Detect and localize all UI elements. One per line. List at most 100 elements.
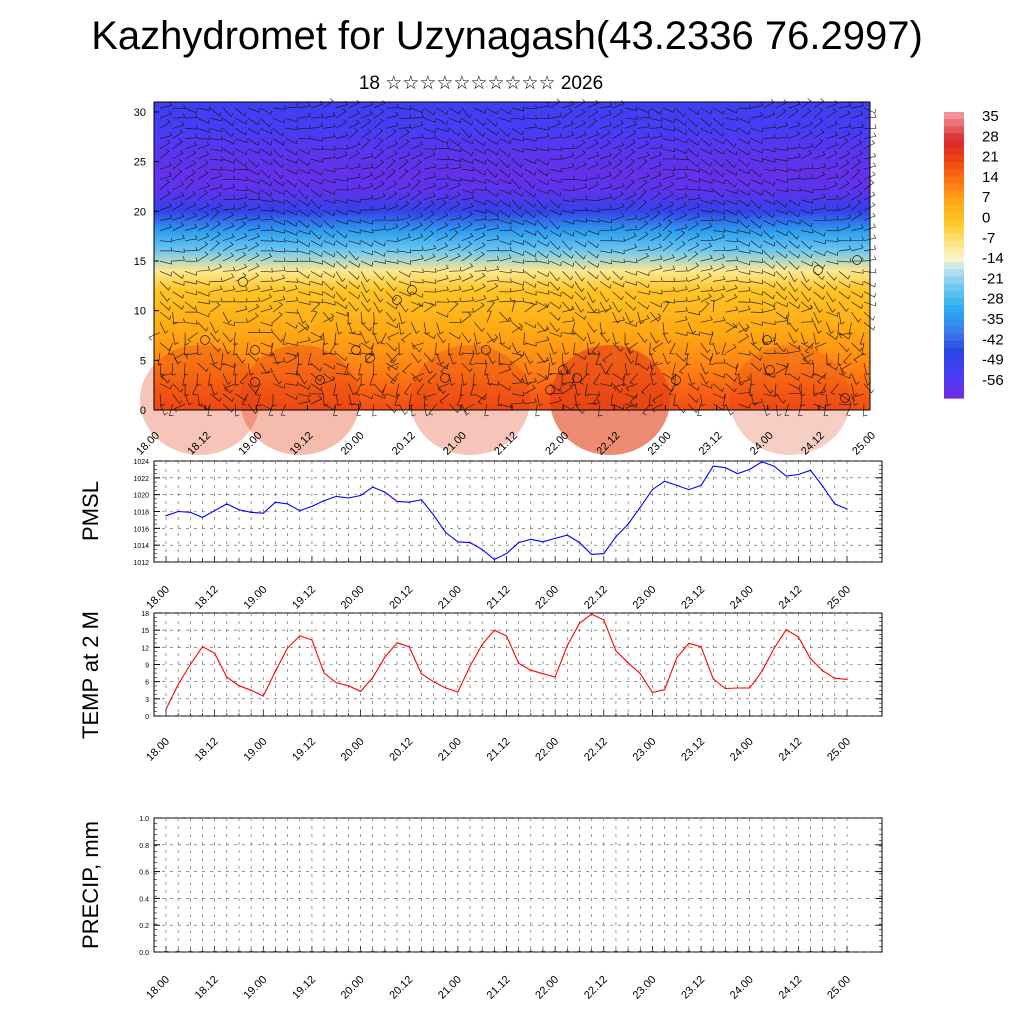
wind-barb xyxy=(159,101,173,109)
wind-barb xyxy=(298,291,311,296)
wind-barb xyxy=(763,403,771,417)
wind-barb xyxy=(763,110,776,119)
wind-barb xyxy=(700,107,713,115)
wind-barb xyxy=(738,260,751,266)
x-tick-label: 22.00 xyxy=(533,584,561,612)
wind-barb xyxy=(612,190,624,201)
wind-barb xyxy=(574,291,586,301)
wind-barbs xyxy=(148,98,877,417)
x-tick-label: 24.00 xyxy=(728,584,756,612)
wind-barb xyxy=(763,301,776,307)
wind-barb xyxy=(423,172,437,180)
colorbar-segment xyxy=(944,233,964,242)
wind-barb xyxy=(800,150,813,160)
wind-barb xyxy=(587,161,599,170)
wind-barb xyxy=(247,203,261,211)
wind-barb xyxy=(223,383,236,392)
wind-barb xyxy=(801,360,814,365)
wind-barb xyxy=(712,383,725,393)
colorbar-segment xyxy=(944,362,964,370)
wind-barb xyxy=(159,202,172,211)
x-tick-label: 23.00 xyxy=(631,736,659,764)
wind-barb xyxy=(310,230,322,240)
wind-barb xyxy=(348,373,360,382)
wind-barb xyxy=(549,271,560,282)
wind-barb xyxy=(335,163,349,170)
y-tick-label: 1014 xyxy=(133,543,149,550)
wind-barb xyxy=(562,209,575,214)
wind-barb xyxy=(800,373,814,379)
wind-barb xyxy=(725,199,738,205)
wind-barb xyxy=(260,246,274,252)
wind-barb xyxy=(197,128,210,133)
wind-barb xyxy=(168,403,174,416)
wind-barb xyxy=(373,291,384,303)
wind-barb xyxy=(436,107,449,115)
wind-barb xyxy=(222,117,235,126)
wind-barb xyxy=(537,125,550,131)
wind-barb xyxy=(813,185,827,191)
x-tick-label: 25.00 xyxy=(825,736,853,764)
wind-barb xyxy=(361,206,374,211)
wind-barb xyxy=(725,383,737,393)
precip-bar xyxy=(662,951,667,952)
x-tick-label: 24.00 xyxy=(728,974,756,1002)
wind-barb xyxy=(738,278,751,283)
heatmap-field xyxy=(154,102,870,410)
wind-barb xyxy=(386,103,399,109)
precip-bar xyxy=(261,951,266,952)
wind-barb xyxy=(675,184,688,191)
wind-barb xyxy=(474,117,486,126)
wind-barb xyxy=(448,191,461,201)
wind-barb xyxy=(197,251,209,262)
wind-barb xyxy=(637,245,651,252)
wind-barb xyxy=(537,336,550,344)
wind-barb xyxy=(574,271,585,282)
wind-barb xyxy=(863,201,876,211)
wind-barb xyxy=(210,209,220,221)
colorbar-label: -28 xyxy=(982,291,1004,308)
wind-barb xyxy=(386,223,399,231)
wind-barb xyxy=(184,383,189,397)
wind-barb xyxy=(159,179,170,190)
wind-barb xyxy=(627,342,638,353)
wind-barb xyxy=(587,309,600,314)
wind-barb xyxy=(285,189,297,199)
wind-barb xyxy=(662,298,676,304)
wind-barb xyxy=(562,162,575,170)
wind-barb xyxy=(423,107,436,116)
x-tick-label: 24.12 xyxy=(777,584,805,612)
wind-barb xyxy=(650,311,661,322)
wind-barb xyxy=(851,159,862,170)
wind-barb xyxy=(348,119,360,129)
wind-barb xyxy=(788,260,800,270)
wind-barb xyxy=(763,209,775,219)
wind-barb xyxy=(662,322,669,335)
precip-bar xyxy=(249,951,254,952)
wind-barb xyxy=(398,270,411,278)
wind-barb xyxy=(449,147,462,152)
wind-barb xyxy=(348,383,357,396)
wind-barb xyxy=(436,138,449,145)
wind-barb xyxy=(499,254,512,262)
wind-barb xyxy=(474,359,487,364)
wind-barb xyxy=(159,132,173,139)
wind-barb xyxy=(436,322,444,335)
y-tick-label: 1.0 xyxy=(139,816,149,823)
wind-barb xyxy=(474,179,487,184)
wind-barb xyxy=(386,301,398,310)
wind-barb xyxy=(788,332,798,344)
wind-barb xyxy=(672,363,677,376)
wind-barb xyxy=(298,257,311,262)
wind-barb xyxy=(172,256,185,262)
wind-barb xyxy=(687,322,697,334)
wind-barb xyxy=(192,383,199,396)
wind-barb xyxy=(775,403,782,417)
wind-barb xyxy=(612,301,622,313)
wind-barb xyxy=(536,230,548,240)
wind-barb xyxy=(511,399,525,405)
wind-barb xyxy=(461,251,473,262)
wind-barb xyxy=(222,241,234,252)
wind-barb xyxy=(662,154,676,160)
wind-barb xyxy=(233,342,238,355)
